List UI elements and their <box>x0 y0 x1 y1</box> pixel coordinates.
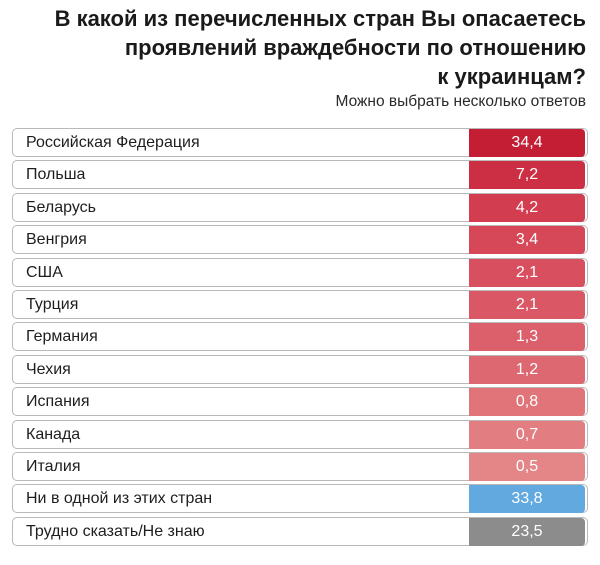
value-cell: 1,2 <box>469 355 585 384</box>
table-row: Чехия 1,2 <box>12 354 588 384</box>
value-cell: 23,5 <box>469 517 585 546</box>
row-label: Турция <box>26 295 79 313</box>
row-label: Ни в одной из этих стран <box>26 490 213 508</box>
value-cell: 0,8 <box>469 388 585 417</box>
row-label: Испания <box>26 393 90 411</box>
table-row: Венгрия 3,4 <box>12 225 588 255</box>
table-row: Ни в одной из этих стран 33,8 <box>12 484 588 514</box>
table-row: Польша 7,2 <box>12 160 588 190</box>
value-cell: 2,1 <box>469 290 585 319</box>
chart-subtitle: Можно выбрать несколько ответов <box>335 93 586 110</box>
row-label: Италия <box>26 457 81 475</box>
value-cell: 2,1 <box>469 258 585 287</box>
row-label: Чехия <box>26 360 71 378</box>
row-label: США <box>26 263 63 281</box>
row-label: Венгрия <box>26 231 87 249</box>
chart-header: В какой из перечисленных стран Вы опасае… <box>14 4 586 112</box>
table-row: Канада 0,7 <box>12 419 588 449</box>
chart-title: В какой из перечисленных стран Вы опасае… <box>14 4 586 91</box>
value-cell: 0,5 <box>469 452 585 481</box>
row-label: Беларусь <box>26 198 96 216</box>
table-row: Турция 2,1 <box>12 289 588 319</box>
value-cell: 4,2 <box>469 193 585 222</box>
value-cell: 0,7 <box>469 420 585 449</box>
table-row: Италия 0,5 <box>12 451 588 481</box>
row-label: Германия <box>26 328 98 346</box>
value-cell: 33,8 <box>469 485 585 514</box>
chart-title-line-1: В какой из перечисленных стран Вы опасае… <box>54 6 586 31</box>
value-cell: 7,2 <box>469 161 585 190</box>
row-label: Российская Федерация <box>26 134 200 151</box>
table-row: Германия 1,3 <box>12 322 588 352</box>
chart-title-line-3: к украинцам? <box>437 64 586 89</box>
table-row: Испания 0,8 <box>12 387 588 417</box>
table-row: Трудно сказать/Не знаю 23,5 <box>12 516 588 546</box>
row-label: Трудно сказать/Не знаю <box>26 522 205 540</box>
table-row: Беларусь 4,2 <box>12 192 588 222</box>
value-cell: 34,4 <box>469 129 585 157</box>
row-label: Канада <box>26 425 81 443</box>
row-label: Польша <box>26 166 86 184</box>
table-row: Российская Федерация 34,4 <box>12 128 588 157</box>
results-table: Российская Федерация 34,4 Польша 7,2 Беларус… <box>12 128 588 549</box>
value-cell: 3,4 <box>469 226 585 255</box>
chart-title-line-2: проявлений враждебности по отношению <box>124 35 586 60</box>
value-cell: 1,3 <box>469 323 585 352</box>
table-row: США 2,1 <box>12 257 588 287</box>
